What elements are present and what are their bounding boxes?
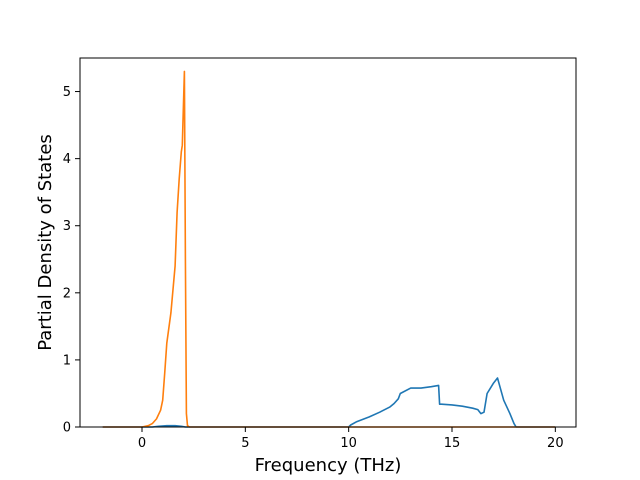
x-ticks: 0 5 10 15 20: [138, 427, 564, 451]
axes-frame: [79, 57, 577, 428]
y-tick-label: 2: [63, 286, 71, 301]
y-axis-label: Partial Density of States: [35, 134, 56, 351]
y-tick-label: 3: [63, 219, 71, 234]
series-line-1: [102, 377, 556, 428]
x-tick-label: 5: [241, 436, 249, 451]
y-tick-label: 1: [63, 353, 71, 368]
y-tick-label: 4: [63, 152, 71, 167]
series-line-2: [102, 70, 556, 428]
x-tick-label: 10: [340, 436, 357, 451]
x-axis-label: Frequency (THz): [255, 455, 402, 476]
y-tick-label: 0: [63, 421, 71, 436]
plot-lines: [102, 70, 556, 428]
x-tick-label: 0: [138, 436, 146, 451]
x-tick-label: 20: [547, 436, 564, 451]
y-tick-label: 5: [63, 85, 71, 100]
x-tick-label: 15: [444, 436, 461, 451]
y-ticks: 0 1 2 3 4 5: [63, 85, 80, 436]
